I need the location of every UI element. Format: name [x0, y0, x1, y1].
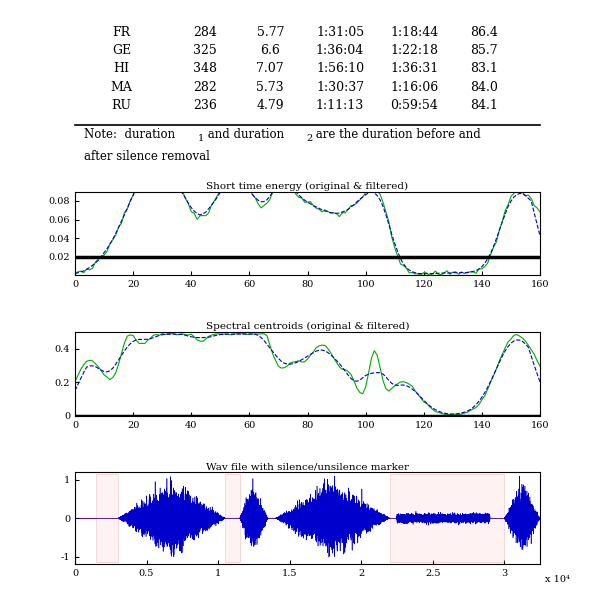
- Text: 84.1: 84.1: [470, 99, 498, 112]
- Text: 236: 236: [193, 99, 217, 112]
- Text: 1:31:05: 1:31:05: [316, 26, 364, 39]
- Text: 1:22:18: 1:22:18: [391, 44, 439, 57]
- Text: 1:11:13: 1:11:13: [316, 99, 364, 112]
- Title: Spectral centroids (original & filtered): Spectral centroids (original & filtered): [206, 322, 409, 331]
- Text: 1:36:31: 1:36:31: [391, 62, 439, 75]
- Text: 348: 348: [193, 62, 217, 75]
- Text: and duration: and duration: [204, 128, 284, 141]
- Text: 325: 325: [193, 44, 217, 57]
- Text: 1: 1: [198, 134, 205, 144]
- Text: 284: 284: [193, 26, 217, 39]
- Text: 83.1: 83.1: [470, 62, 498, 75]
- Bar: [225, 474, 239, 563]
- Text: 86.4: 86.4: [470, 26, 498, 39]
- Text: 2: 2: [306, 134, 313, 144]
- Text: HI: HI: [113, 62, 130, 75]
- Text: x 10⁴: x 10⁴: [545, 576, 569, 584]
- Text: 7.07: 7.07: [256, 62, 284, 75]
- Text: 1:18:44: 1:18:44: [391, 26, 439, 39]
- Text: Note:  duration: Note: duration: [84, 128, 175, 141]
- Text: 85.7: 85.7: [470, 44, 498, 57]
- Text: RU: RU: [112, 99, 131, 112]
- Text: 1:56:10: 1:56:10: [316, 62, 364, 75]
- Text: are the duration before and: are the duration before and: [312, 128, 481, 141]
- Text: 1:30:37: 1:30:37: [316, 81, 364, 93]
- Text: 1:36:04: 1:36:04: [316, 44, 364, 57]
- Text: FR: FR: [112, 26, 131, 39]
- Text: 282: 282: [193, 81, 217, 93]
- Text: 84.0: 84.0: [470, 81, 498, 93]
- Text: 6.6: 6.6: [260, 44, 280, 57]
- Text: GE: GE: [112, 44, 131, 57]
- Title: Short time energy (original & filtered): Short time energy (original & filtered): [206, 182, 409, 191]
- Title: Wav file with silence/unsilence marker: Wav file with silence/unsilence marker: [206, 462, 409, 472]
- Text: 5.73: 5.73: [256, 81, 284, 93]
- Text: MA: MA: [110, 81, 133, 93]
- Text: 0:59:54: 0:59:54: [391, 99, 439, 112]
- Text: 4.79: 4.79: [256, 99, 284, 112]
- Text: 5.77: 5.77: [257, 26, 284, 39]
- Text: 1:16:06: 1:16:06: [391, 81, 439, 93]
- Bar: [390, 474, 504, 563]
- Bar: [97, 474, 118, 563]
- Text: after silence removal: after silence removal: [84, 150, 210, 163]
